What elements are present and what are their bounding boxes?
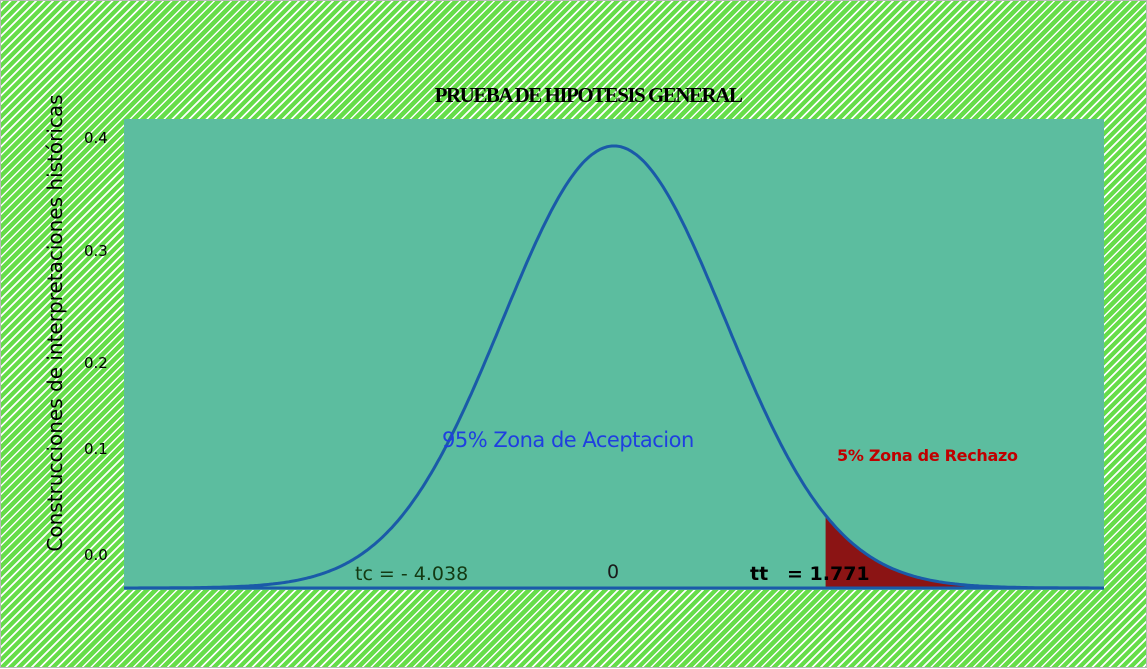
chart-title: PRUEBA DE HIPOTESIS GENERAL	[435, 83, 743, 107]
normal-curve	[124, 144, 1104, 590]
y-tick-label: 0.2	[84, 354, 108, 372]
rejection-region-fill	[825, 515, 1038, 588]
y-tick-label: 0.3	[84, 242, 108, 260]
y-tick-label: 0.0	[84, 546, 108, 564]
acceptance-zone-label: 95% Zona de Aceptacion	[442, 428, 694, 452]
plot-area	[124, 119, 1104, 590]
y-axis-label: Construcciones de interpretaciones histó…	[43, 94, 67, 551]
tt-annotation-label: tt	[750, 563, 768, 585]
tt-annotation-value: = 1.771	[787, 563, 870, 585]
center-zero-annotation: 0	[607, 561, 619, 583]
y-tick-label: 0.4	[84, 129, 108, 147]
rejection-zone-label: 5% Zona de Rechazo	[837, 446, 1018, 465]
y-tick-label: 0.1	[84, 440, 108, 458]
tc-annotation: tc = - 4.038	[355, 563, 468, 585]
